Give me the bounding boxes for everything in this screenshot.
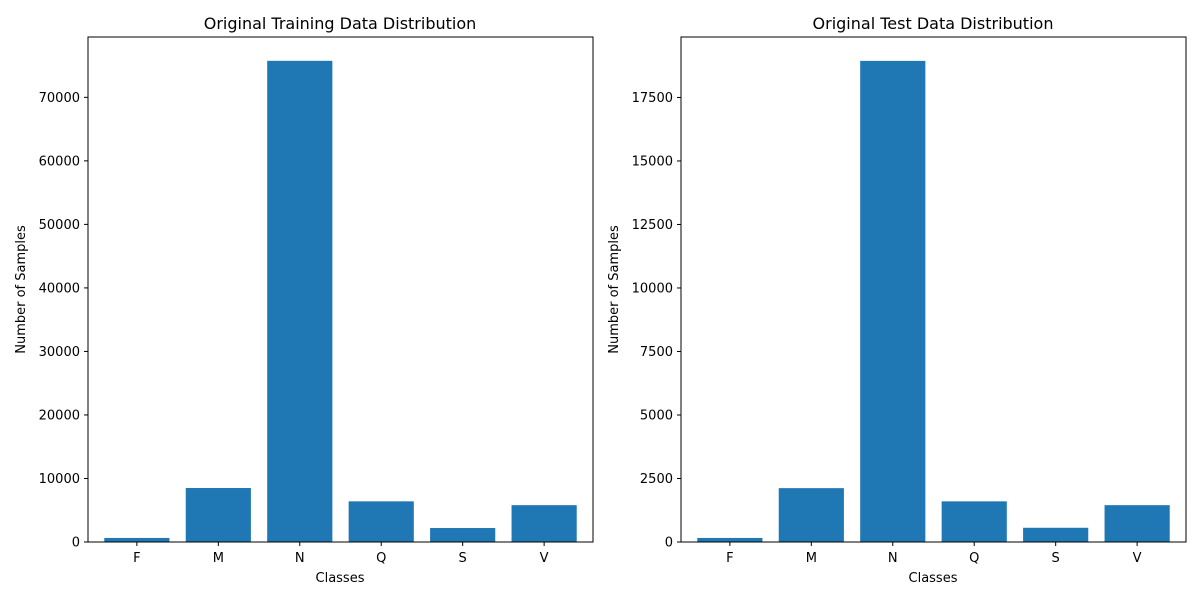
bar-N [267, 60, 333, 543]
x-tick-label: Q [376, 551, 386, 566]
plot-area: F M N Q S V 0 2500 5000 7500 10000 12500 15000 17500 [632, 60, 1170, 566]
plot-area: F M N Q S V 0 10000 20000 30000 40000 50000 60000 700… [39, 60, 577, 566]
y-axis-label: Number of Samples [607, 225, 622, 354]
bar-S [430, 528, 496, 542]
x-tick-label: M [213, 551, 224, 566]
x-tick-label: S [1052, 551, 1060, 566]
y-tick-label: 5000 [640, 408, 673, 423]
bar-S [1023, 527, 1089, 542]
chart-title: Original Training Data Distribution [204, 14, 477, 33]
x-tick-label: V [540, 551, 549, 566]
y-tick-label: 50000 [39, 218, 80, 233]
x-tick-label: S [459, 551, 467, 566]
chart-title: Original Test Data Distribution [813, 14, 1054, 33]
x-tick-label: M [806, 551, 817, 566]
bar-F [104, 537, 170, 542]
y-tick-label: 60000 [39, 154, 80, 169]
axes-frame [680, 36, 1187, 543]
x-tick-label: F [133, 551, 140, 566]
bar-F [697, 537, 763, 542]
y-tick-label: 40000 [39, 281, 80, 296]
y-axis-label: Number of Samples [14, 225, 29, 354]
bar-M [778, 488, 844, 542]
y-tick-label: 10000 [632, 281, 673, 296]
y-tick-label: 10000 [39, 472, 80, 487]
y-tick-label: 2500 [640, 472, 673, 487]
chart-training: Original Training Data Distribution F M N Q… [14, 14, 594, 586]
bar-V [1104, 505, 1170, 542]
x-tick-label: N [888, 551, 898, 566]
y-tick-label: 17500 [632, 91, 673, 106]
x-tick-label: V [1133, 551, 1142, 566]
x-axis-label: Classes [909, 571, 958, 586]
x-axis-label: Classes [316, 571, 365, 586]
bar-Q [348, 501, 414, 542]
bar-Q [941, 501, 1007, 542]
bar-V [511, 505, 577, 542]
y-tick-label: 7500 [640, 345, 673, 360]
y-tick-label: 0 [665, 536, 673, 551]
x-tick-label: N [295, 551, 305, 566]
bar-N [860, 60, 926, 543]
chart-test: Original Test Data Distribution F M N Q S V 0 2… [607, 14, 1187, 586]
y-tick-label: 0 [72, 536, 80, 551]
axes-frame [87, 36, 594, 543]
y-tick-label: 12500 [632, 218, 673, 233]
y-tick-label: 20000 [39, 408, 80, 423]
x-tick-label: F [726, 551, 733, 566]
y-tick-label: 30000 [39, 345, 80, 360]
y-tick-label: 15000 [632, 154, 673, 169]
x-tick-label: Q [969, 551, 979, 566]
y-tick-label: 70000 [39, 91, 80, 106]
bar-M [185, 488, 251, 542]
